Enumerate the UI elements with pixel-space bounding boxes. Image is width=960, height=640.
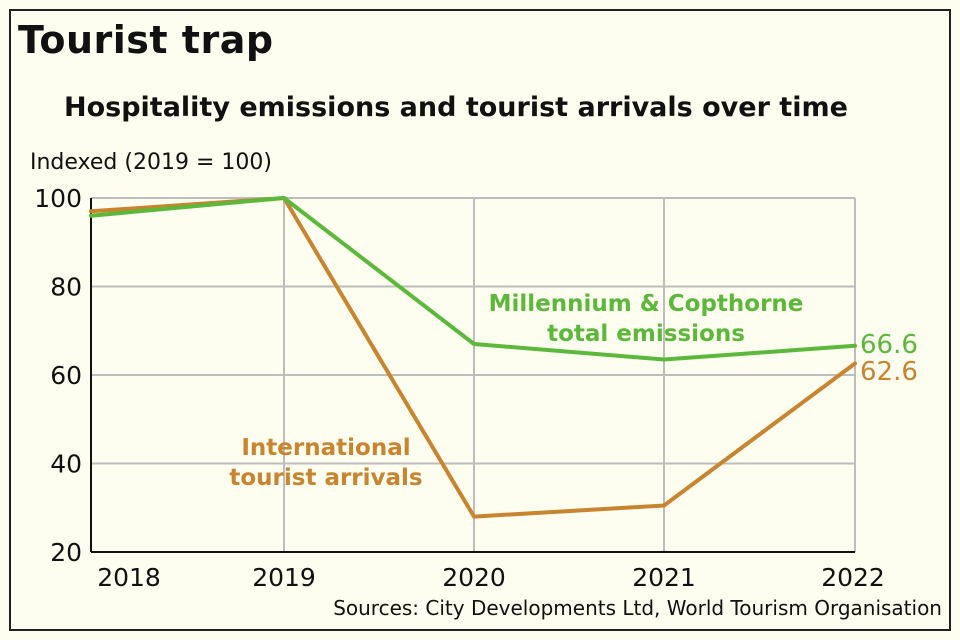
- x-axis-ticks: 2018 2019 2020 2021 2022: [97, 563, 885, 592]
- y-tick-label: 40: [50, 450, 82, 479]
- emissions-end-value: 66.6: [860, 330, 918, 360]
- arrivals-series-label-2: tourist arrivals: [229, 465, 422, 491]
- y-tick-label: 80: [50, 273, 82, 302]
- emissions-line: [89, 196, 857, 362]
- arrivals-end-value: 62.6: [860, 357, 918, 387]
- chart-frame: [9, 9, 951, 631]
- x-tick-label: 2022: [821, 563, 885, 592]
- source-note: Sources: City Developments Ltd, World To…: [333, 596, 942, 620]
- chart-subtitle: Hospitality emissions and tourist arriva…: [64, 92, 848, 123]
- x-tick-label: 2020: [442, 563, 506, 592]
- arrivals-series-label: International: [241, 435, 410, 461]
- y-axis-unit-label: Indexed (2019 = 100): [30, 150, 272, 175]
- y-tick-label: 100: [34, 184, 82, 213]
- x-tick-label: 2018: [97, 563, 161, 592]
- chart-title: Tourist trap: [18, 18, 274, 62]
- y-axis-ticks: 100 80 60 40 20: [34, 184, 82, 567]
- y-tick-label: 20: [50, 538, 82, 567]
- y-tick-label: 60: [50, 361, 82, 390]
- x-tick-label: 2021: [632, 563, 696, 592]
- gridlines: [91, 197, 856, 552]
- emissions-series-label: Millennium & Copthorne: [489, 291, 804, 317]
- emissions-series-label-2: total emissions: [547, 321, 745, 347]
- axes: [90, 198, 855, 553]
- x-tick-label: 2019: [252, 563, 316, 592]
